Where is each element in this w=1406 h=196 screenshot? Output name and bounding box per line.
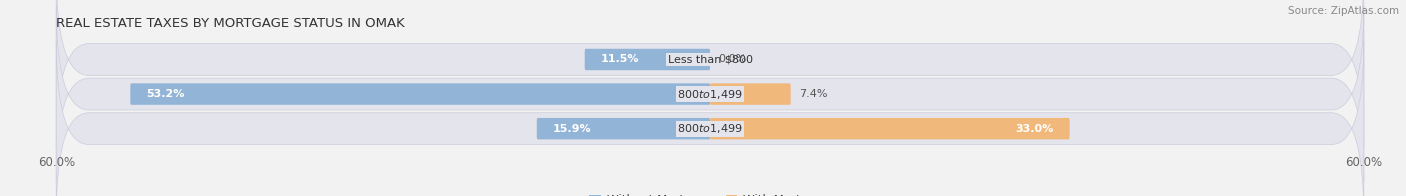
Text: REAL ESTATE TAXES BY MORTGAGE STATUS IN OMAK: REAL ESTATE TAXES BY MORTGAGE STATUS IN … bbox=[56, 17, 405, 30]
Text: Less than $800: Less than $800 bbox=[668, 54, 752, 64]
FancyBboxPatch shape bbox=[131, 83, 710, 105]
Text: 0.0%: 0.0% bbox=[718, 54, 747, 64]
FancyBboxPatch shape bbox=[56, 6, 1364, 182]
Text: 53.2%: 53.2% bbox=[146, 89, 186, 99]
Text: Source: ZipAtlas.com: Source: ZipAtlas.com bbox=[1288, 6, 1399, 16]
Text: $800 to $1,499: $800 to $1,499 bbox=[678, 122, 742, 135]
FancyBboxPatch shape bbox=[56, 41, 1364, 196]
Text: 15.9%: 15.9% bbox=[553, 124, 592, 134]
FancyBboxPatch shape bbox=[537, 118, 710, 139]
Legend: Without Mortgage, With Mortgage: Without Mortgage, With Mortgage bbox=[585, 189, 835, 196]
Text: 7.4%: 7.4% bbox=[800, 89, 828, 99]
FancyBboxPatch shape bbox=[710, 83, 790, 105]
Text: $800 to $1,499: $800 to $1,499 bbox=[678, 88, 742, 101]
FancyBboxPatch shape bbox=[585, 49, 710, 70]
Text: 11.5%: 11.5% bbox=[602, 54, 640, 64]
FancyBboxPatch shape bbox=[56, 0, 1364, 147]
Text: 33.0%: 33.0% bbox=[1015, 124, 1053, 134]
FancyBboxPatch shape bbox=[710, 118, 1070, 139]
